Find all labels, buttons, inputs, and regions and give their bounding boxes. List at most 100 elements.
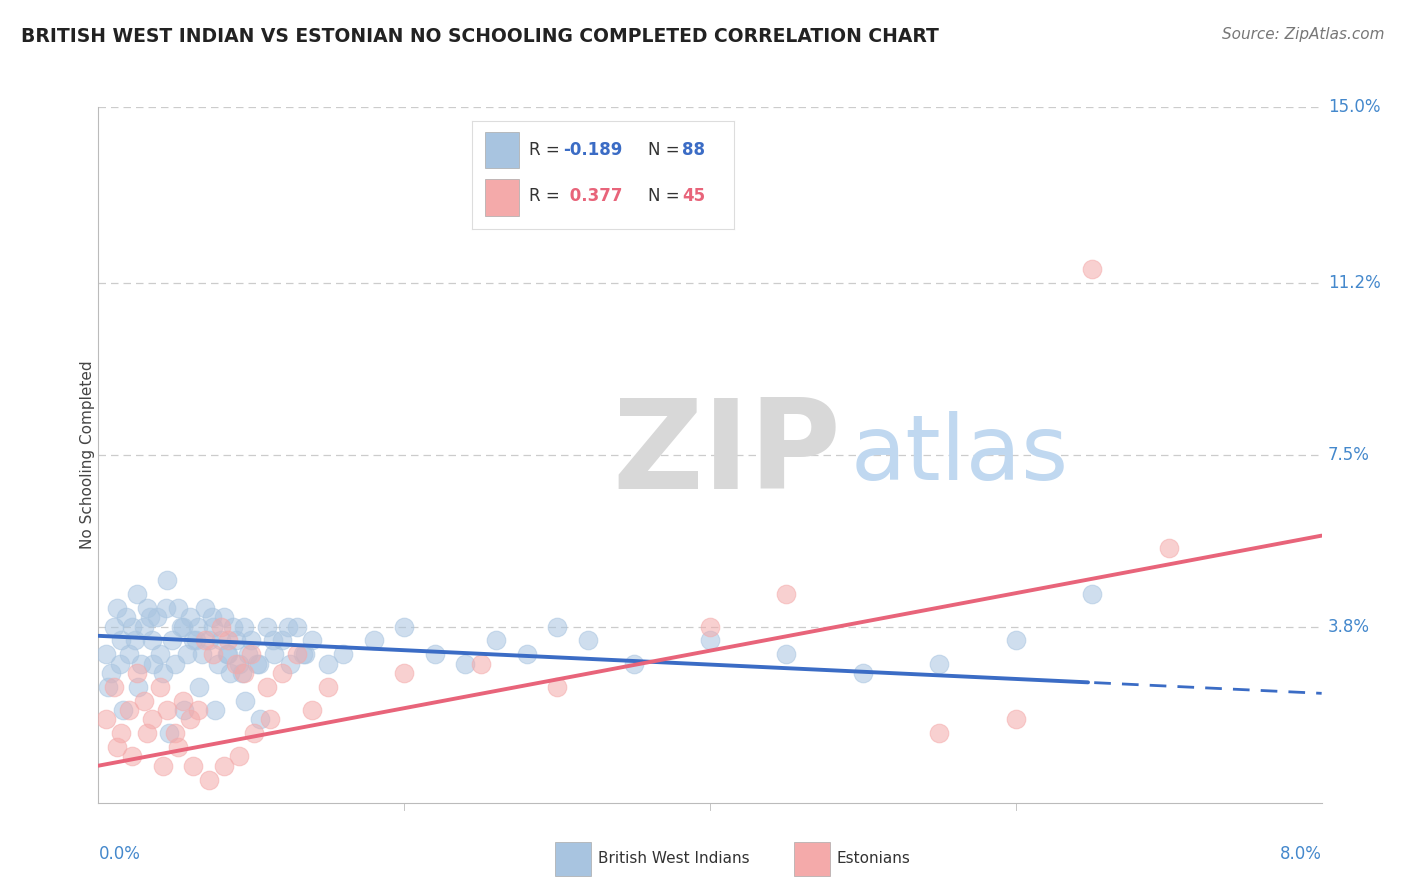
- Point: [187, 703, 209, 717]
- Point: [316, 680, 339, 694]
- Point: [194, 601, 217, 615]
- Point: [188, 680, 211, 694]
- Point: [111, 703, 134, 717]
- Point: [699, 633, 721, 648]
- Point: [243, 726, 266, 740]
- Text: Source: ZipAtlas.com: Source: ZipAtlas.com: [1222, 27, 1385, 42]
- Point: [231, 665, 253, 680]
- Text: Estonians: Estonians: [837, 852, 911, 866]
- Point: [94, 648, 117, 662]
- Point: [623, 657, 645, 671]
- Point: [103, 680, 125, 694]
- Point: [209, 633, 232, 648]
- Point: [149, 680, 172, 694]
- Point: [225, 657, 247, 671]
- Point: [136, 601, 159, 615]
- Point: [485, 633, 508, 648]
- Point: [103, 619, 125, 633]
- Point: [278, 657, 301, 671]
- Point: [179, 610, 201, 624]
- Point: [392, 665, 416, 680]
- Point: [1004, 633, 1026, 648]
- Point: [179, 712, 201, 726]
- Point: [316, 657, 339, 671]
- Point: [294, 648, 316, 662]
- Point: [124, 633, 146, 648]
- Point: [127, 680, 149, 694]
- Point: [187, 619, 209, 633]
- Point: [292, 648, 315, 662]
- Text: 8.0%: 8.0%: [1279, 845, 1322, 863]
- Point: [191, 648, 214, 662]
- Point: [222, 619, 245, 633]
- Point: [110, 633, 132, 648]
- Point: [134, 619, 156, 633]
- Point: [277, 619, 299, 633]
- Point: [176, 648, 198, 662]
- Point: [141, 712, 163, 726]
- Point: [775, 587, 797, 601]
- Point: [121, 749, 143, 764]
- Point: [181, 633, 204, 648]
- Point: [363, 633, 385, 648]
- Point: [105, 601, 128, 615]
- Text: BRITISH WEST INDIAN VS ESTONIAN NO SCHOOLING COMPLETED CORRELATION CHART: BRITISH WEST INDIAN VS ESTONIAN NO SCHOO…: [21, 27, 939, 45]
- Point: [215, 648, 238, 662]
- Y-axis label: No Schooling Completed: No Schooling Completed: [80, 360, 94, 549]
- Point: [285, 648, 308, 662]
- Point: [121, 619, 143, 633]
- Point: [852, 665, 875, 680]
- Point: [1157, 541, 1180, 555]
- Point: [163, 726, 186, 740]
- Point: [202, 648, 225, 662]
- Point: [134, 694, 156, 708]
- Point: [233, 694, 256, 708]
- Point: [270, 665, 294, 680]
- Point: [141, 633, 163, 648]
- Point: [775, 648, 797, 662]
- Point: [392, 619, 416, 633]
- Point: [202, 619, 225, 633]
- Point: [100, 665, 122, 680]
- Point: [197, 772, 219, 787]
- Point: [259, 712, 281, 726]
- Point: [129, 657, 152, 671]
- Text: British West Indians: British West Indians: [598, 852, 749, 866]
- Point: [167, 601, 190, 615]
- Point: [94, 712, 117, 726]
- Point: [515, 648, 537, 662]
- Point: [240, 633, 263, 648]
- Point: [97, 680, 120, 694]
- Point: [576, 633, 599, 648]
- Point: [1004, 712, 1026, 726]
- Point: [332, 648, 354, 662]
- Point: [125, 665, 148, 680]
- Point: [217, 648, 239, 662]
- Point: [172, 694, 194, 708]
- Point: [256, 619, 278, 633]
- Point: [204, 703, 226, 717]
- Point: [108, 657, 131, 671]
- Point: [156, 573, 179, 587]
- Point: [118, 648, 141, 662]
- Point: [240, 648, 263, 662]
- Point: [139, 610, 162, 624]
- Point: [163, 657, 186, 671]
- Text: 0.0%: 0.0%: [98, 845, 141, 863]
- Point: [118, 703, 141, 717]
- Point: [115, 610, 138, 624]
- Point: [149, 648, 172, 662]
- Point: [212, 758, 235, 772]
- Text: 7.5%: 7.5%: [1327, 446, 1369, 464]
- Point: [546, 680, 568, 694]
- Point: [285, 619, 308, 633]
- Point: [225, 633, 247, 648]
- Point: [152, 758, 174, 772]
- Point: [142, 657, 165, 671]
- Point: [546, 619, 568, 633]
- Point: [200, 610, 222, 624]
- Point: [136, 726, 159, 740]
- Point: [301, 633, 323, 648]
- Point: [699, 619, 721, 633]
- Point: [105, 740, 128, 755]
